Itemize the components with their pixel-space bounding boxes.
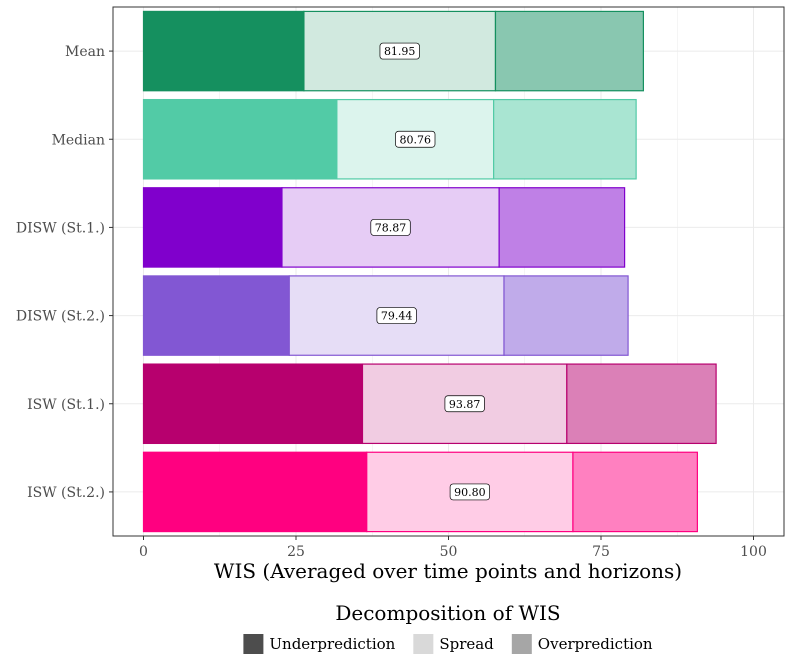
overprediction-segment: [572, 451, 698, 533]
total-value-box: [379, 42, 420, 60]
overprediction-segment: [498, 187, 626, 268]
y-axis-tick-label: Median: [52, 132, 105, 148]
total-value-box: [444, 395, 485, 413]
total-value-box: [370, 219, 411, 236]
legend-title: Decomposition of WIS: [335, 601, 560, 625]
total-value-text: 90.80: [454, 486, 486, 499]
total-value-label: 79.44: [376, 307, 417, 324]
total-value-label: 93.87: [444, 395, 485, 413]
total-value-box: [395, 130, 436, 148]
x-axis-tick-label: 100: [740, 544, 767, 560]
y-axis-tick-label: DISW (St.1.): [16, 220, 105, 236]
y-axis-tick-label: ISW (St.1.): [27, 397, 105, 413]
total-value-text: 78.87: [375, 221, 407, 234]
underprediction-segment: [142, 98, 338, 180]
x-axis-tick-label: 50: [440, 544, 458, 560]
legend-label: Overprediction: [538, 635, 653, 653]
y-axis-tick-labels: Mean Median DISW (St.1.) DISW (St.2.) ISW (S…: [16, 44, 113, 501]
legend-swatch: [413, 634, 434, 654]
x-axis-tick-labels: 0 25 50 75 100: [139, 536, 767, 560]
legend: Underprediction Spread Overprediction: [243, 634, 653, 654]
total-value-label: 90.80: [449, 483, 490, 501]
total-value-box: [449, 483, 490, 501]
y-axis-tick-label: DISW (St.2.): [16, 309, 105, 325]
y-axis-tick-label: Mean: [65, 44, 105, 60]
x-axis-tick-label: 75: [592, 544, 610, 560]
bar-marks: 81.95 80.76 78.87 79.44 93.87 90.80: [112, 6, 785, 537]
y-axis-tick-label: ISW (St.2.): [27, 485, 105, 501]
underprediction-segment: [142, 275, 290, 356]
total-value-text: 81.95: [384, 45, 416, 58]
overprediction-segment: [493, 98, 637, 180]
total-value-label: 80.76: [395, 130, 436, 148]
legend-swatch: [243, 634, 264, 654]
overprediction-segment: [566, 363, 717, 445]
underprediction-segment: [142, 10, 305, 92]
total-value-text: 93.87: [449, 398, 481, 411]
overprediction-segment: [503, 275, 629, 356]
x-axis-tick-label: 25: [287, 544, 305, 560]
total-value-label: 81.95: [379, 42, 420, 60]
underprediction-segment: [142, 451, 368, 533]
total-value-text: 80.76: [400, 133, 432, 146]
underprediction-segment: [142, 363, 364, 445]
overprediction-segment: [494, 10, 644, 92]
total-value-text: 79.44: [381, 310, 413, 323]
legend-label: Spread: [439, 635, 494, 653]
total-value-label: 78.87: [370, 219, 411, 236]
legend-label: Underprediction: [269, 635, 395, 653]
legend-swatch: [511, 634, 532, 654]
x-axis-tick-label: 0: [139, 544, 148, 560]
x-axis-title: WIS (Averaged over time points and horiz…: [214, 559, 682, 583]
underprediction-segment: [142, 187, 283, 268]
total-value-box: [376, 307, 417, 324]
